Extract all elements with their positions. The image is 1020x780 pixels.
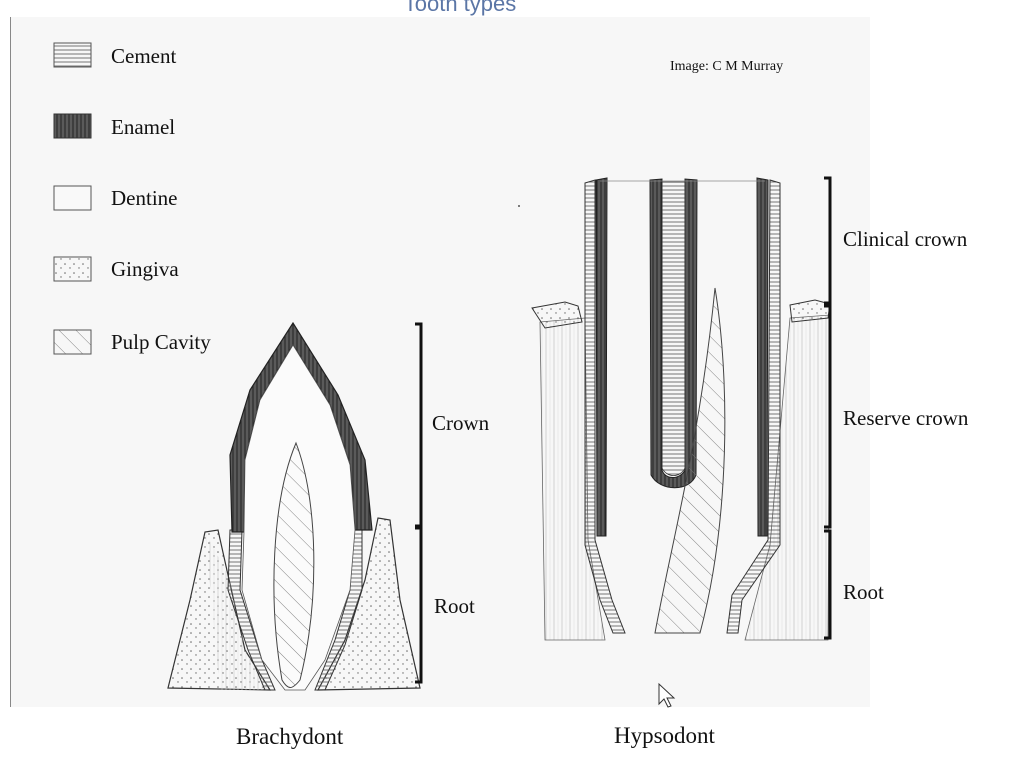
hypsodont-tooth bbox=[531, 176, 832, 641]
mouse-cursor-icon bbox=[658, 682, 676, 708]
gingiva-swatch bbox=[53, 256, 92, 282]
brachydont-cement-left bbox=[227, 529, 276, 691]
diagram-sheet bbox=[10, 17, 870, 707]
image-credit: Image: C M Murray bbox=[670, 59, 784, 74]
hypsodont-root-bracket bbox=[824, 529, 832, 640]
hypsodont-enamel-right bbox=[756, 177, 769, 537]
brachydont-crown-label: Crown bbox=[432, 411, 490, 435]
hypsodont-enamel-left bbox=[595, 177, 608, 537]
enamel-swatch bbox=[53, 113, 92, 139]
pulp-cavity-swatch bbox=[53, 329, 92, 355]
cement-swatch bbox=[53, 42, 92, 68]
legend-label-pulp-cavity: Pulp Cavity bbox=[111, 330, 211, 354]
legend-label-enamel: Enamel bbox=[111, 115, 176, 139]
hypsodont-cement-right bbox=[726, 179, 781, 634]
hypsodont-gingiva-left bbox=[531, 301, 583, 329]
root-bracket bbox=[415, 526, 423, 684]
brachydont-pulp bbox=[273, 441, 315, 688]
brachydont-tooth bbox=[167, 321, 423, 691]
reserve-crown-bracket bbox=[824, 304, 832, 529]
clinical-crown-label: Clinical crown bbox=[843, 227, 968, 251]
brachydont-caption: Brachydont bbox=[236, 724, 344, 749]
dentine-swatch bbox=[53, 185, 92, 211]
clinical-crown-bracket bbox=[824, 176, 832, 305]
hypsodont-caption: Hypsodont bbox=[614, 723, 715, 748]
sheet-left-border bbox=[10, 17, 11, 707]
crown-bracket bbox=[415, 322, 423, 528]
legend-label-gingiva: Gingiva bbox=[111, 257, 179, 281]
hypsodont-pulp bbox=[654, 287, 726, 634]
hypsodont-cement-left bbox=[584, 179, 626, 634]
brachydont-root-label: Root bbox=[434, 594, 475, 618]
reserve-crown-label: Reserve crown bbox=[843, 406, 969, 430]
hypsodont-root-label: Root bbox=[843, 580, 884, 604]
hypsodont-infundibulum-cement bbox=[661, 181, 686, 476]
legend-label-cement: Cement bbox=[111, 44, 177, 68]
page-title: Tooth types bbox=[403, 0, 517, 16]
brachydont-cement-right bbox=[314, 527, 363, 691]
legend-swatches bbox=[53, 42, 92, 355]
ink-dot bbox=[518, 205, 520, 207]
legend-label-dentine: Dentine bbox=[111, 186, 178, 210]
